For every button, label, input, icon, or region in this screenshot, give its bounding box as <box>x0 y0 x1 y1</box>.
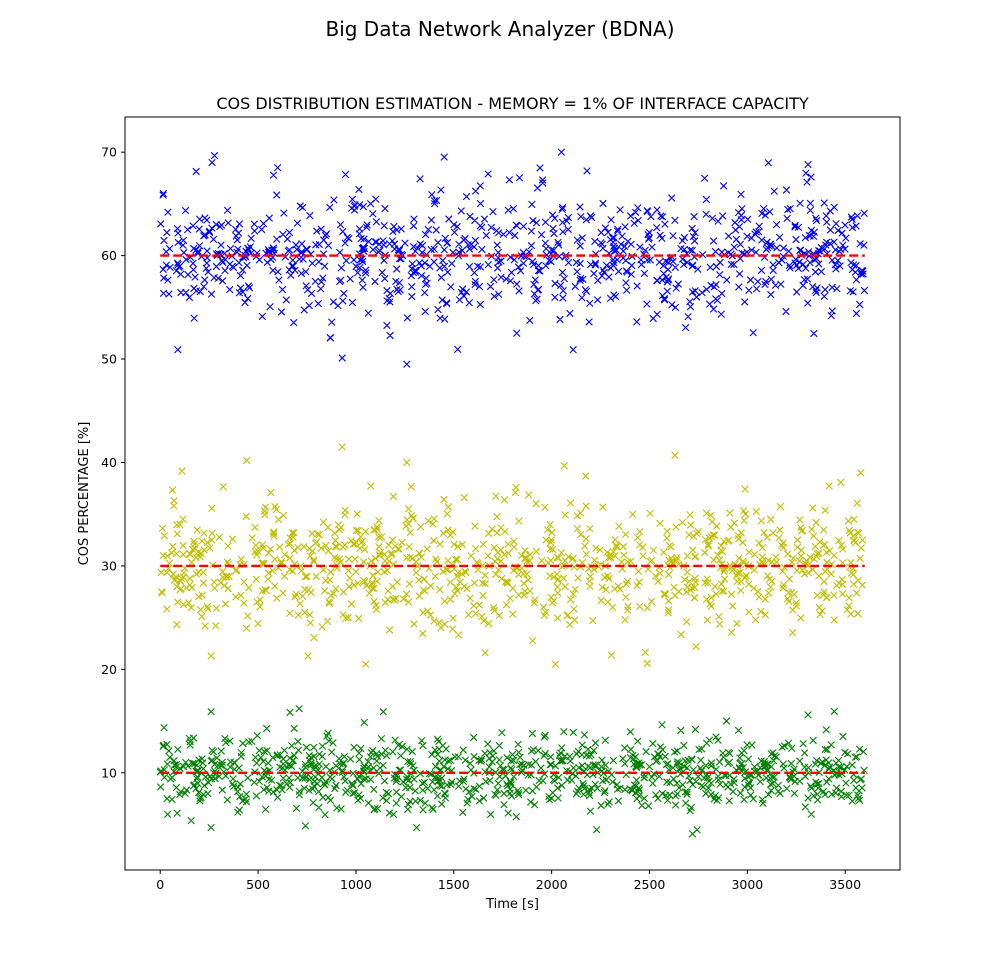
y-tick-label-10: 10 <box>101 765 117 780</box>
series-0-markers <box>157 151 869 353</box>
series-0-extreme-point-7 <box>569 346 577 354</box>
x-tick-label-3500: 3500 <box>829 877 861 892</box>
reference-lines <box>160 254 865 774</box>
series-2-extreme-point-0 <box>295 704 303 713</box>
x-tick-label-1500: 1500 <box>438 877 470 892</box>
series-1-extreme-point-1 <box>671 451 679 459</box>
series-1-extreme-point-2 <box>403 458 411 467</box>
x-tick-label-2500: 2500 <box>634 877 666 892</box>
series-0-extreme-point-3 <box>273 163 282 172</box>
series-1-extreme-point-6 <box>207 652 215 660</box>
series-0-extreme-point-1 <box>208 158 216 167</box>
series-2-extreme-point-1 <box>207 708 215 716</box>
series-0-extreme-point-4 <box>403 360 411 368</box>
series-0-extreme-point-0 <box>557 148 566 156</box>
series-1-points <box>157 443 867 668</box>
series-0-extreme-point-5 <box>338 354 346 362</box>
series-2-extreme-point-2 <box>379 708 388 716</box>
x-tick-label-0: 0 <box>156 877 164 892</box>
chart-title: COS DISTRIBUTION ESTIMATION - MEMORY = 1… <box>216 94 809 113</box>
series-1-extreme-point-0 <box>338 443 346 451</box>
series-1-extreme-point-4 <box>362 660 370 668</box>
x-tick-label-1000: 1000 <box>340 877 372 892</box>
y-axis-ticks: 10 20 30 40 50 60 70 <box>101 145 125 780</box>
plot-frame <box>124 116 901 871</box>
y-tick-label-20: 20 <box>101 662 117 677</box>
series-0-extreme-point-2 <box>804 160 812 169</box>
x-tick-label-500: 500 <box>246 877 270 892</box>
series-2-extreme-point-3 <box>804 711 812 719</box>
series-1-extreme-point-7 <box>481 649 489 657</box>
y-tick-label-40: 40 <box>101 455 117 470</box>
series-2-extreme-point-7 <box>207 823 215 832</box>
y-axis-label: COS PERCENTAGE [%] <box>77 422 92 566</box>
series-2-extreme-point-4 <box>688 830 697 838</box>
series-1-markers <box>157 456 867 668</box>
series-1-extreme-point-5 <box>551 660 560 668</box>
y-tick-label-30: 30 <box>101 558 117 573</box>
series-0-points <box>157 148 869 368</box>
x-axis-label: Time [s] <box>485 897 539 912</box>
data-points <box>156 148 869 838</box>
y-tick-label-60: 60 <box>101 248 117 263</box>
x-tick-label-3000: 3000 <box>731 877 763 892</box>
y-tick-label-70: 70 <box>101 145 117 160</box>
x-tick-label-2000: 2000 <box>536 877 568 892</box>
figure-suptitle: Big Data Network Analyzer (BDNA) <box>325 17 674 41</box>
y-tick-label-50: 50 <box>101 352 117 367</box>
series-0-extreme-point-6 <box>174 346 182 354</box>
series-2-extreme-point-6 <box>412 823 421 832</box>
series-1-extreme-point-3 <box>857 469 865 477</box>
series-2-points <box>156 704 868 838</box>
series-2-markers <box>156 707 868 834</box>
x-axis-ticks: 0 500 1000 1500 2000 2500 3000 3500 <box>156 870 861 892</box>
series-2-extreme-point-5 <box>592 825 601 834</box>
